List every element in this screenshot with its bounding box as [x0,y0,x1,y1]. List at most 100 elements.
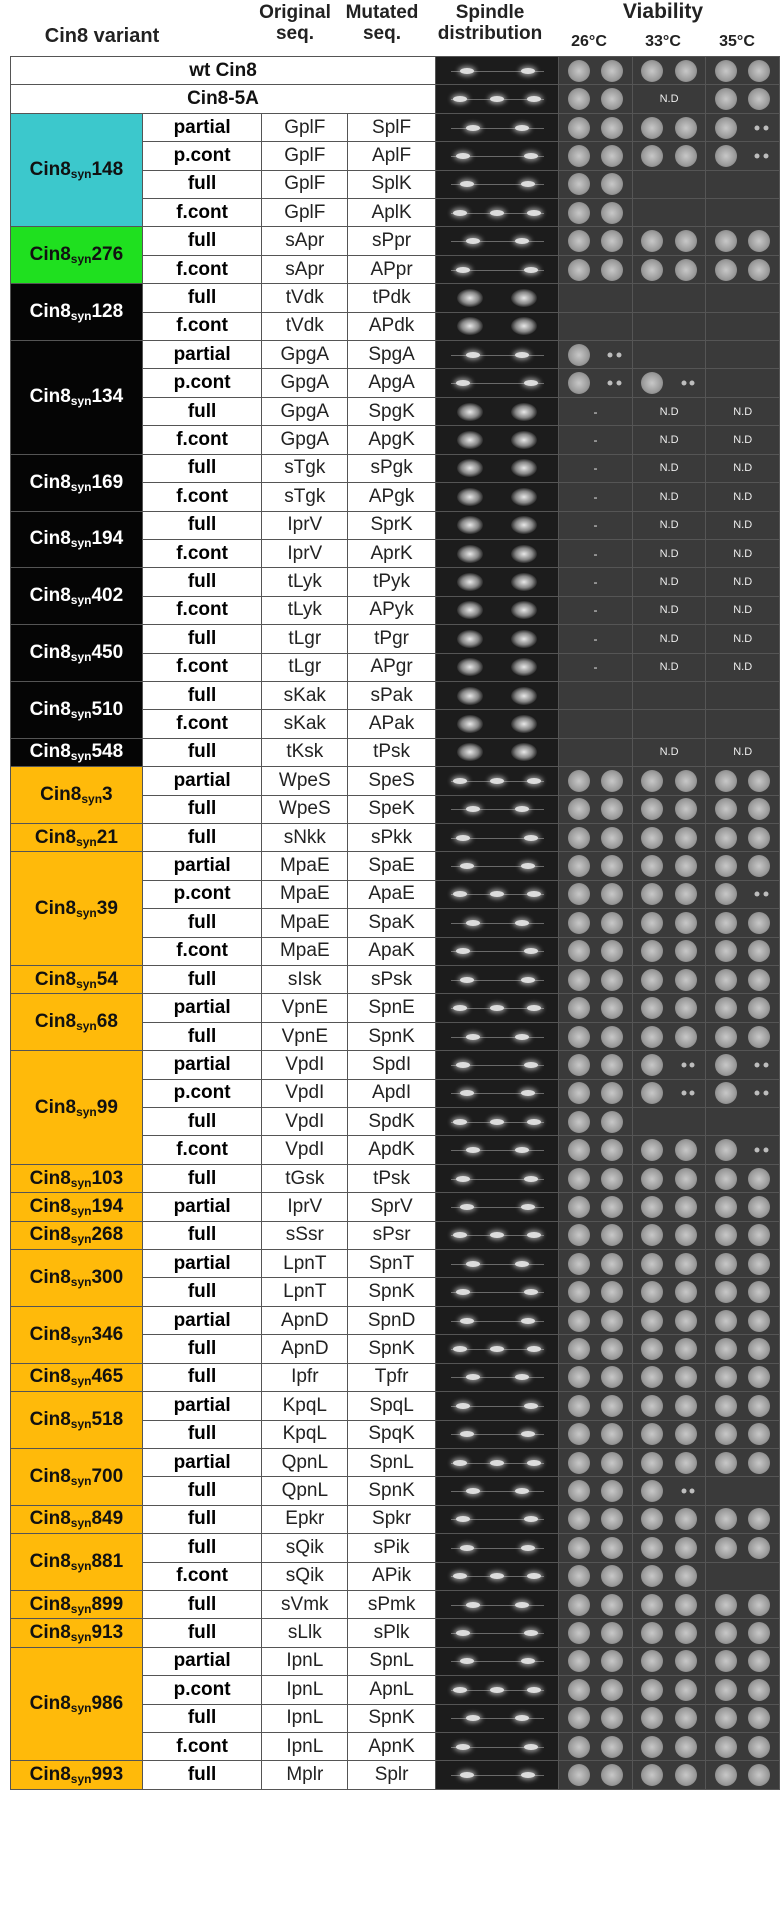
viability-spot-cell [705,964,780,995]
colony-spot [567,230,590,253]
colony-spot [748,769,771,792]
viability-spot-cell [558,1050,633,1080]
spindle-image [434,1050,560,1080]
colony-spot [567,343,590,366]
viability-spot-cell [558,709,633,739]
spindle-signal [455,152,470,159]
colony-spot [641,1053,664,1076]
not-done-label: N.D [659,490,679,503]
colony-spot [567,1593,590,1616]
variant-base: Cin8 [29,585,71,607]
viability-spot-cell [705,112,780,143]
viability-spot-cell: - [558,567,633,597]
variant-name-cell: Cin8syn54 [10,964,143,995]
mutation-type-cell: full [141,396,263,427]
table-row: Cin8syn194 full IprV SprK - N.D N.D [10,510,780,569]
viability-spot-cell [631,1362,707,1393]
colony-spot [748,1195,771,1218]
small-colony [689,380,695,386]
variant-name-cell: Cin8syn194 [10,1192,143,1222]
variant-name-cell: Cin8syn993 [10,1760,143,1790]
colony-spot [567,1309,590,1332]
colony-spot [748,798,771,821]
viability-spot-cell [631,1533,707,1563]
viability-spot-cell: - [558,453,633,484]
variant-base: Cin8 [29,1465,71,1487]
colony-spot [601,968,624,991]
colony-spot [748,911,771,934]
viability-spot-cell [558,822,633,853]
spindle-signal [526,1573,541,1580]
variant-base: Cin8 [29,528,71,550]
colony-spot [748,1423,771,1446]
small-colony [754,153,760,159]
original-seq-cell: Epkr [261,1504,349,1535]
mutated-seq-cell: ApgK [347,425,436,455]
spindle-line [450,70,544,72]
original-seq-cell: GplF [261,112,349,143]
viability-spot-cell: N.D [705,737,780,768]
colony-spot [567,883,590,906]
spindle-signal [455,1630,470,1637]
original-seq-cell: VpdI [261,1050,349,1080]
spindle-diffuse-signal [511,487,537,506]
colony-spot [714,1650,737,1673]
variant-subscript: syn [70,593,92,608]
colony-spot [601,997,624,1020]
spindle-line [450,837,544,839]
colony-spot [601,855,624,878]
viability-spot-cell [558,1277,633,1307]
mutation-type-cell: full [141,794,263,824]
viability-spot-cell [558,1078,633,1109]
colony-spot [748,968,771,991]
colony-spot [674,769,697,792]
variant-name-cell: Cin8syn103 [10,1163,143,1194]
mutation-type-cell: f.cont [141,254,263,285]
spindle-signal [453,209,468,216]
original-seq-cell: VpdI [261,1107,349,1137]
table-row: Cin8-5A N.D [10,84,780,114]
mutated-seq-cell: Splr [347,1760,436,1790]
viability-spot-cell [705,794,780,824]
viability-spot-cell [705,1476,780,1506]
variant-name-cell: Cin8syn68 [10,993,143,1052]
original-seq-cell: WpeS [261,766,349,796]
viability-spot-cell: - [558,482,633,512]
colony-spot [567,1735,590,1758]
variant-name-cell: Cin8syn99 [10,1050,143,1165]
mutated-seq-cell: ApnK [347,1731,436,1762]
mutation-type-cell: partial [141,1305,263,1336]
viability-spot-cell [705,1305,780,1336]
colony-spot [674,911,697,934]
colony-spot [674,1678,697,1701]
viability-spot-cell [705,936,780,967]
spindle-signal [526,1686,541,1693]
spindle-line [450,1547,544,1549]
colony-spot [601,116,624,139]
small-colony [681,380,687,386]
table-row: f.cont GplF AplK [11,198,780,228]
mutated-seq-cell: sPik [347,1533,436,1563]
colony-spot [714,883,737,906]
viability-spot-cell: N.D [631,567,707,597]
mutated-seq-cell: SplF [347,112,436,143]
spindle-signal [490,1005,505,1012]
variant-number: 881 [91,1551,124,1573]
small-colony [607,380,613,386]
original-seq-cell: IprV [261,510,349,540]
spindle-signal [455,948,470,955]
spindle-diffuse-signal [511,430,537,449]
spindle-signal [465,238,480,245]
colony-spot [601,1252,624,1275]
table-row: Cin8syn21 full sNkk sPkk [10,822,780,853]
spindle-line [450,1491,544,1493]
table-row: f.cont sQik APik [11,1561,780,1591]
mutation-type-cell: full [141,1504,263,1535]
mutation-type-cell: full [141,822,263,853]
colony-spot [641,1764,664,1787]
colony-spot [748,1281,771,1304]
table-row: Cin8syn128 full tVdk tPdk [10,283,780,342]
variant-name-cell: Cin8syn21 [10,822,143,853]
table-row: f.cont GpgA ApgK - N.D N.D [11,425,780,455]
spindle-signal [459,1090,474,1097]
